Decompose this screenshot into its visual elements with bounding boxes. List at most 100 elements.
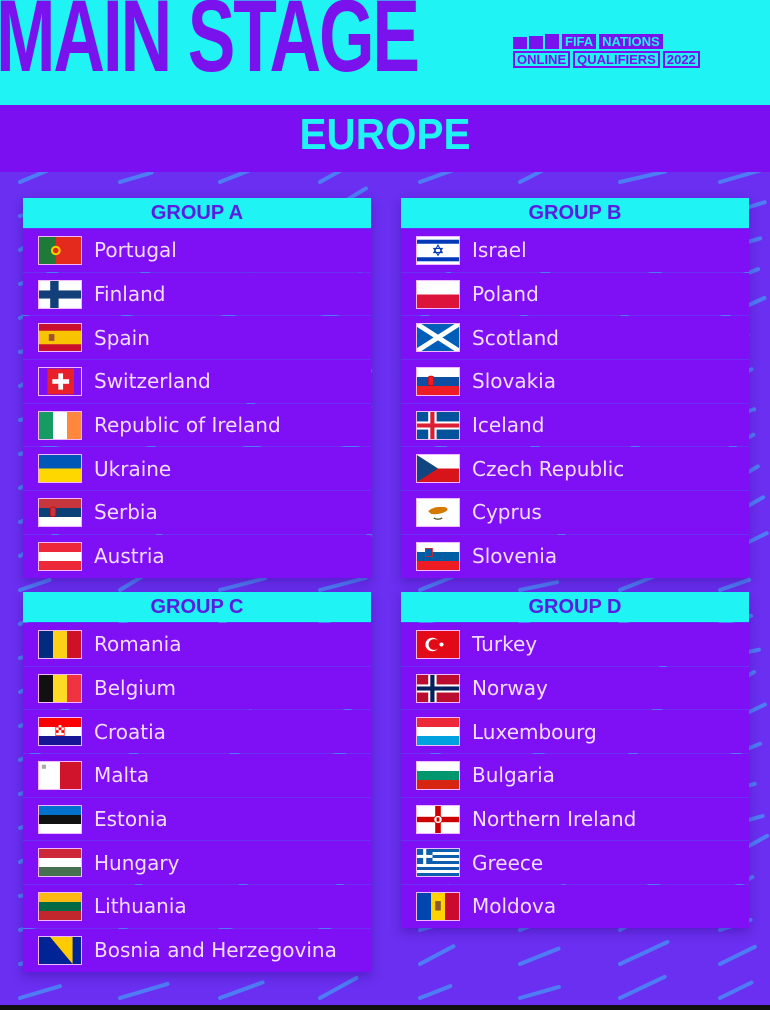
team-row: Lithuania xyxy=(23,885,371,928)
team-name: Iceland xyxy=(472,413,545,438)
group-header: GROUP C xyxy=(23,592,371,622)
team-name: Slovenia xyxy=(472,544,558,569)
group-b-panel: GROUP B Israel Poland Scotland Slovakia … xyxy=(401,198,749,578)
slovenia-flag-icon xyxy=(416,541,460,571)
team-row: Spain xyxy=(23,316,371,360)
team-row: Bosnia and Herzegovina xyxy=(23,928,371,972)
ireland-flag-icon xyxy=(38,410,82,440)
team-row: Poland xyxy=(401,272,749,316)
finland-flag-icon xyxy=(38,279,82,309)
team-row: Portugal xyxy=(23,229,371,272)
team-name: Switzerland xyxy=(94,369,211,394)
team-row: Austria xyxy=(23,534,371,578)
logo-bars-icon xyxy=(513,34,559,49)
group-header: GROUP D xyxy=(401,592,749,622)
northern-ireland-flag-icon xyxy=(416,804,460,834)
team-row: Greece xyxy=(401,841,749,885)
hungary-flag-icon xyxy=(38,848,82,878)
portugal-flag-icon xyxy=(38,235,82,265)
team-row: Scotland xyxy=(401,316,749,360)
belgium-flag-icon xyxy=(38,673,82,703)
team-name: Finland xyxy=(94,282,166,307)
team-row: Slovakia xyxy=(401,360,749,403)
serbia-flag-icon xyxy=(38,497,82,527)
region-title: EUROPE xyxy=(299,110,471,159)
team-name: Israel xyxy=(472,238,527,263)
romania-flag-icon xyxy=(38,629,82,659)
scotland-flag-icon xyxy=(416,323,460,353)
bulgaria-flag-icon xyxy=(416,760,460,790)
poland-flag-icon xyxy=(416,279,460,309)
team-name: Bosnia and Herzegovina xyxy=(94,938,337,963)
region-band xyxy=(0,105,770,172)
team-name: Turkey xyxy=(472,632,538,657)
team-row: Luxembourg xyxy=(401,710,749,754)
team-row: Ukraine xyxy=(23,447,371,491)
greece-flag-icon xyxy=(416,848,460,878)
team-row: Bulgaria xyxy=(401,754,749,797)
team-row: Iceland xyxy=(401,403,749,447)
spain-flag-icon xyxy=(38,323,82,353)
team-row: Switzerland xyxy=(23,360,371,403)
team-name: Serbia xyxy=(94,500,158,525)
group-a-panel: GROUP A Portugal Finland Spain Switzerla… xyxy=(23,198,371,578)
team-name: Scotland xyxy=(472,325,559,350)
bottom-border xyxy=(0,1005,770,1010)
slovakia-flag-icon xyxy=(416,366,460,396)
team-name: Norway xyxy=(472,676,548,701)
team-name: Czech Republic xyxy=(472,456,625,481)
main-title: MAIN STAGE xyxy=(0,0,420,93)
team-row: Norway xyxy=(401,666,749,710)
team-name: Luxembourg xyxy=(472,719,597,744)
norway-flag-icon xyxy=(416,673,460,703)
team-row: Turkey xyxy=(401,623,749,666)
team-name: Austria xyxy=(94,544,165,569)
group-c-panel: GROUP C Romania Belgium Croatia Malta Es… xyxy=(23,592,371,972)
team-row: Northern Ireland xyxy=(401,797,749,841)
bosnia-flag-icon xyxy=(38,935,82,965)
team-name: Moldova xyxy=(472,894,557,919)
team-row: Romania xyxy=(23,623,371,666)
team-name: Republic of Ireland xyxy=(94,413,281,438)
estonia-flag-icon xyxy=(38,804,82,834)
moldova-flag-icon xyxy=(416,891,460,921)
team-row: Czech Republic xyxy=(401,447,749,491)
team-row: Cyprus xyxy=(401,491,749,534)
team-row: Serbia xyxy=(23,491,371,534)
team-name: Estonia xyxy=(94,807,168,832)
team-name: Portugal xyxy=(94,238,177,263)
team-name: Romania xyxy=(94,632,182,657)
fifae-nations-logo: FIFA NATIONS ONLINE QUALIFIERS 2022 xyxy=(513,34,700,68)
malta-flag-icon xyxy=(38,760,82,790)
team-row: Belgium xyxy=(23,666,371,710)
team-row: Hungary xyxy=(23,841,371,885)
team-name: Cyprus xyxy=(472,500,542,525)
group-header: GROUP B xyxy=(401,198,749,228)
team-row: Israel xyxy=(401,229,749,272)
cyprus-flag-icon xyxy=(416,497,460,527)
team-name: Slovakia xyxy=(472,369,556,394)
lithuania-flag-icon xyxy=(38,891,82,921)
luxembourg-flag-icon xyxy=(416,717,460,747)
team-name: Lithuania xyxy=(94,894,187,919)
austria-flag-icon xyxy=(38,541,82,571)
group-header: GROUP A xyxy=(23,198,371,228)
turkey-flag-icon xyxy=(416,629,460,659)
team-name: Belgium xyxy=(94,676,176,701)
team-row: Finland xyxy=(23,272,371,316)
czech-flag-icon xyxy=(416,454,460,484)
team-name: Malta xyxy=(94,763,150,788)
title-banner: MAIN STAGE FIFA NATIONS ONLINE QUALIFIER… xyxy=(0,0,770,105)
team-row: Slovenia xyxy=(401,534,749,578)
group-d-panel: GROUP D Turkey Norway Luxembourg Bulgari… xyxy=(401,592,749,928)
team-row: Estonia xyxy=(23,797,371,841)
team-name: Bulgaria xyxy=(472,763,555,788)
team-row: Croatia xyxy=(23,710,371,754)
team-name: Poland xyxy=(472,282,539,307)
croatia-flag-icon xyxy=(38,717,82,747)
team-name: Ukraine xyxy=(94,456,172,481)
team-name: Hungary xyxy=(94,850,180,875)
iceland-flag-icon xyxy=(416,410,460,440)
team-name: Spain xyxy=(94,325,150,350)
team-name: Croatia xyxy=(94,719,166,744)
